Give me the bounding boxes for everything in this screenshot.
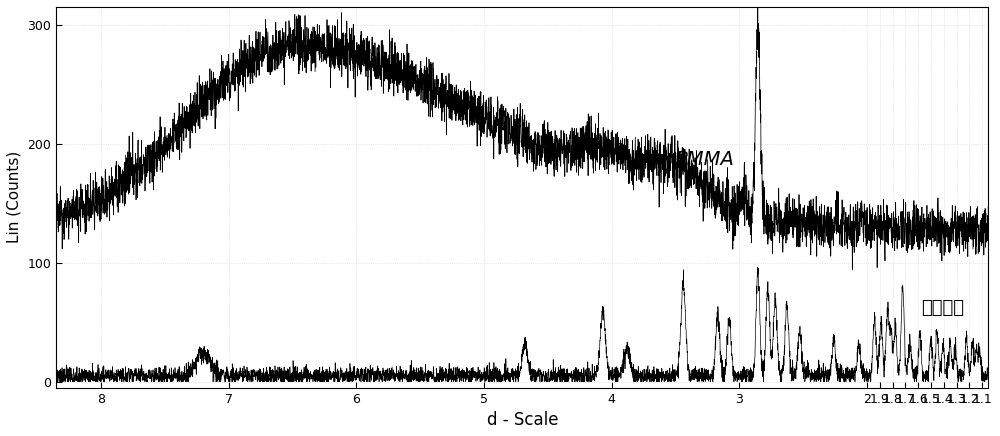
Text: 支架材料: 支架材料 bbox=[921, 299, 964, 317]
X-axis label: d - Scale: d - Scale bbox=[487, 411, 558, 429]
Y-axis label: Lin (Counts): Lin (Counts) bbox=[7, 151, 22, 243]
Text: PMMA: PMMA bbox=[676, 150, 734, 169]
